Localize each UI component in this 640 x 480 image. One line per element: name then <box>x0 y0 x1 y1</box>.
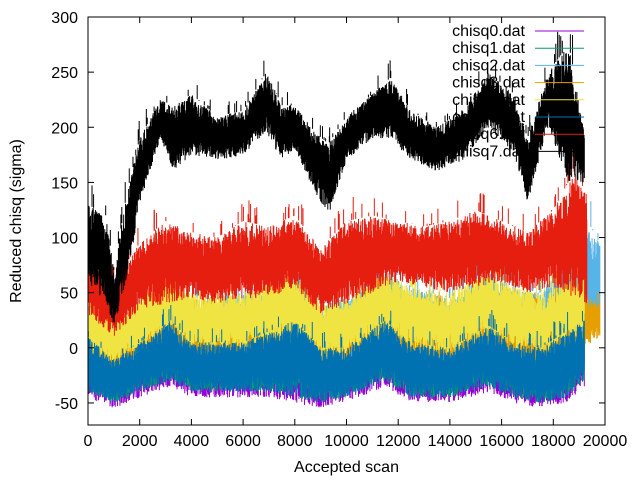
legend: chisq0.datchisq1.datchisq2.datchisq3.dat… <box>452 23 584 160</box>
legend-entry: chisq7.dat <box>452 143 584 160</box>
y-axis-label: Reduced chisq (sigma) <box>8 139 25 303</box>
legend-label: chisq2.dat <box>452 57 525 74</box>
x-axis: 0 2000 4000 6000 8000 10000 12000 14000 16000 180… <box>84 17 628 450</box>
legend-label: chisq4.dat <box>452 92 525 109</box>
y-tick-label: -50 <box>55 396 78 413</box>
x-tick-label: 0 <box>84 433 93 450</box>
x-tick-label: 12000 <box>376 433 421 450</box>
y-tick-label: 200 <box>51 120 78 137</box>
legend-entry: chisq0.dat <box>452 23 584 40</box>
legend-label: chisq1.dat <box>452 40 525 57</box>
legend-entry: chisq3.dat <box>452 75 584 92</box>
y-tick-label: 0 <box>69 341 78 358</box>
series-line <box>88 31 585 323</box>
series-chisq7 <box>88 31 585 323</box>
y-tick-label: 300 <box>51 10 78 27</box>
legend-entry: chisq4.dat <box>452 92 584 109</box>
legend-label: chisq3.dat <box>452 75 525 92</box>
legend-entry: chisq5.dat <box>452 109 584 126</box>
x-tick-label: 4000 <box>174 433 210 450</box>
x-tick-label: 18000 <box>531 433 576 450</box>
legend-entry: chisq1.dat <box>452 40 584 57</box>
series-chisq6 <box>88 136 588 336</box>
legend-label: chisq7.dat <box>452 143 525 160</box>
x-tick-label: 10000 <box>324 433 369 450</box>
y-axis: -50 0 50 100 150 200 250 300 <box>51 10 605 413</box>
series-layer <box>88 31 601 408</box>
y-tick-label: 100 <box>51 231 78 248</box>
y-tick-label: 50 <box>60 286 78 303</box>
x-tick-label: 20000 <box>583 433 628 450</box>
y-tick-label: 150 <box>51 175 78 192</box>
x-tick-label: 8000 <box>277 433 313 450</box>
x-axis-label: Accepted scan <box>294 459 399 476</box>
x-tick-label: 6000 <box>225 433 261 450</box>
series-line <box>88 136 588 336</box>
series-chisq5 <box>88 305 585 403</box>
x-tick-label: 2000 <box>122 433 158 450</box>
legend-label: chisq5.dat <box>452 109 525 126</box>
legend-label: chisq0.dat <box>452 23 525 40</box>
legend-entry: chisq2.dat <box>452 57 584 74</box>
y-tick-label: 250 <box>51 65 78 82</box>
series-line <box>88 305 585 403</box>
legend-label: chisq6.dat <box>452 126 525 143</box>
x-tick-label: 14000 <box>428 433 473 450</box>
x-tick-label: 16000 <box>479 433 524 450</box>
legend-entry: chisq6.dat <box>452 126 584 143</box>
